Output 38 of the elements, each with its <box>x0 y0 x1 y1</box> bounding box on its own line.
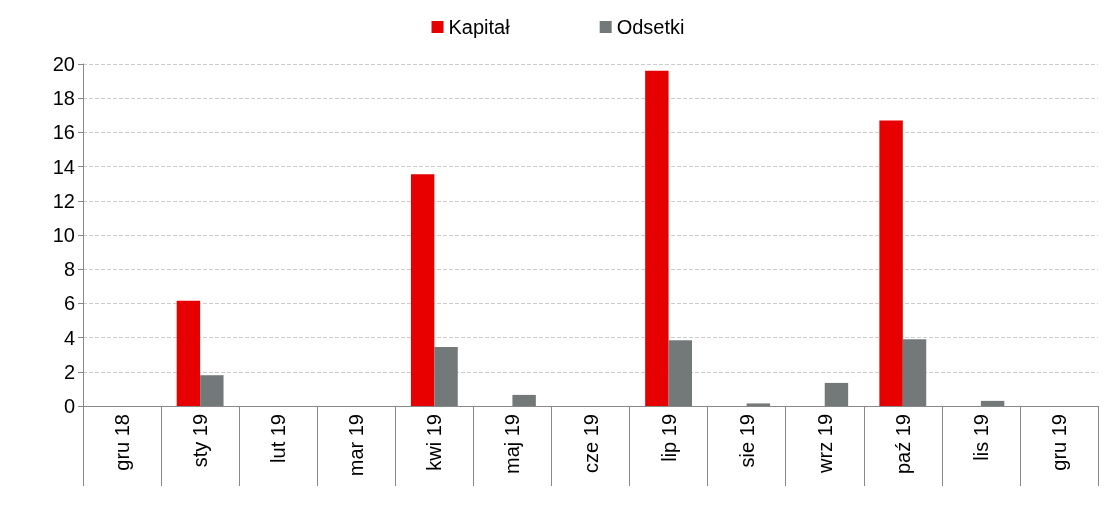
x-tick-label: paź 19 <box>891 414 914 475</box>
x-tick-label: wrz 19 <box>813 414 836 474</box>
bar <box>176 300 201 406</box>
legend-label: Odsetki <box>616 16 685 38</box>
bar <box>824 382 849 406</box>
y-tick-label: 18 <box>52 87 75 110</box>
x-tick-label: mar 19 <box>345 414 368 477</box>
x-tick-label: lut 19 <box>267 414 290 463</box>
bar <box>879 120 903 406</box>
x-tick-label: gru 18 <box>111 414 134 471</box>
bar <box>200 375 224 406</box>
y-tick-label: 12 <box>52 189 75 212</box>
legend-label: Kapitał <box>448 16 511 38</box>
y-tick-label: 8 <box>63 258 75 281</box>
x-tick-label: maj 19 <box>501 414 524 475</box>
bar <box>434 347 458 406</box>
y-tick-label: 2 <box>63 360 75 383</box>
y-tick-label: 6 <box>63 292 75 315</box>
y-tick-label: 4 <box>63 326 75 349</box>
bar <box>746 403 771 406</box>
y-tick-label: 20 <box>52 53 75 75</box>
x-tick-label: kwi 19 <box>423 414 446 471</box>
x-tick-label: cze 19 <box>579 414 602 473</box>
x-tick-label: lis 19 <box>969 414 992 461</box>
x-tick-label: lip 19 <box>657 414 680 462</box>
bar <box>902 339 927 406</box>
bar <box>410 174 435 406</box>
y-tick-label: 0 <box>63 395 75 417</box>
bar <box>512 394 536 406</box>
bar <box>668 340 692 406</box>
x-tick-label: sty 19 <box>189 414 212 468</box>
bar <box>645 70 669 406</box>
y-tick-label: 14 <box>52 155 75 178</box>
y-tick-label: 10 <box>52 224 75 246</box>
x-tick-label: gru 19 <box>1047 414 1070 471</box>
y-tick-label: 16 <box>52 121 75 144</box>
x-tick-label: sie 19 <box>735 414 758 468</box>
bar <box>980 400 1005 406</box>
